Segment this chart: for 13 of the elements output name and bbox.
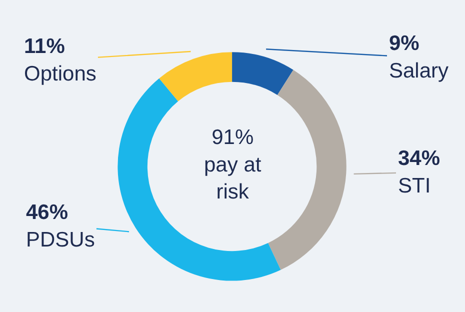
- data-label: 11%: [24, 35, 66, 58]
- data-label: 9%: [389, 32, 420, 55]
- donut-slice: [232, 52, 294, 96]
- donut-slice: [268, 70, 346, 270]
- data-label: 46%: [26, 201, 68, 224]
- donut-slice: [159, 52, 232, 102]
- slice-label: Salary: [389, 59, 450, 82]
- data-label: 34%: [398, 147, 440, 170]
- text: 91% pay at risk: [204, 126, 262, 204]
- donut-slice: [118, 78, 281, 281]
- slice-label: STI: [398, 174, 431, 198]
- slice-label: PDSUs: [26, 228, 95, 252]
- slice-label: Options: [24, 62, 96, 86]
